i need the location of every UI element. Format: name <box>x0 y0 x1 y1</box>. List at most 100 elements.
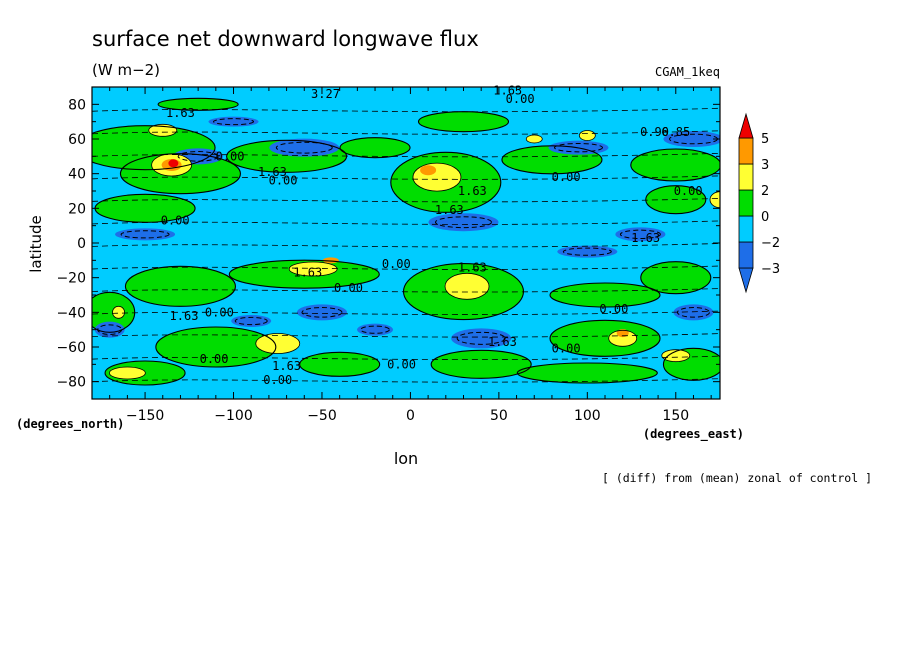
contour-label: 0.00 <box>506 92 535 106</box>
y-tick-label: −20 <box>56 271 86 287</box>
contour-line-solid <box>516 362 658 384</box>
colorbar-label: −2 <box>761 236 780 251</box>
contour-line-solid <box>525 134 543 144</box>
field-band-negative <box>208 116 259 127</box>
field-band-high <box>255 333 300 354</box>
contour-line-solid <box>640 261 712 295</box>
contour-line-solid <box>151 153 193 177</box>
x-tick-label: 150 <box>662 408 689 424</box>
contour-line-solid <box>412 162 462 192</box>
field-band-high <box>579 130 596 141</box>
plot-area <box>92 87 720 399</box>
contour-label: 0.00 <box>205 305 234 319</box>
field-band-positive <box>125 266 236 307</box>
y-axis-label: latitude <box>27 215 45 273</box>
field-band-positive <box>517 363 658 383</box>
contour-line-solid <box>549 319 661 357</box>
contour-line-dashed <box>92 288 720 293</box>
contour-label: 0.00 <box>387 357 416 371</box>
field-band-negative <box>673 304 714 321</box>
field-band-positive <box>340 137 411 158</box>
contour-label: 1.63 <box>458 184 487 198</box>
contour-line-dashed <box>213 118 255 126</box>
contour-line-solid <box>112 305 125 319</box>
colorbar-label: 3 <box>761 158 769 173</box>
contour-line-solid <box>339 137 411 159</box>
y-tick-label: −40 <box>56 305 86 321</box>
contour-labels: 3.27 1.630.001.630.000.001.630.001.631.63… <box>161 83 703 386</box>
field-band-positive <box>158 98 239 111</box>
field-band-high <box>289 262 338 276</box>
contour-line-solid <box>578 130 596 141</box>
contour-line-solid <box>92 125 216 171</box>
contour-line-solid <box>119 153 242 195</box>
contour-line-solid <box>608 329 638 347</box>
contour-line-solid <box>228 259 380 289</box>
contour-line-dashed <box>275 141 333 154</box>
contour-label: 1.63 <box>272 359 301 373</box>
field-band-higher <box>420 165 437 176</box>
contour-line-dashed <box>120 230 170 239</box>
contour-label: 1.63 <box>458 260 487 274</box>
contour-label: 6.85 <box>661 125 690 139</box>
y-tick-label: −80 <box>56 375 86 391</box>
y-tick-label: 80 <box>68 97 86 113</box>
contour-line-dashed <box>92 152 720 158</box>
field-band-higher <box>616 329 629 338</box>
contour-label: 1.63 <box>258 165 287 179</box>
field-band-negative <box>115 228 176 241</box>
colorbar-label: 5 <box>761 132 769 147</box>
contour-label: 3.27 <box>311 87 340 101</box>
x-tick-label: −100 <box>214 408 252 424</box>
contour-label: 0.00 <box>334 281 363 295</box>
field-band-high <box>109 367 146 379</box>
contour-line-dashed <box>92 310 720 315</box>
contour-line-dashed <box>92 265 720 270</box>
contour-line-solid <box>148 123 178 137</box>
colorbar-segment <box>738 241 754 269</box>
field-band-negative <box>231 315 272 327</box>
contour-line-solid <box>662 347 720 381</box>
field-band-negative <box>557 245 618 258</box>
contour-line-solid <box>630 148 720 182</box>
contour-label: 0.00 <box>382 257 411 271</box>
y-axis: −80 −60 −40 −20 0 20 40 60 80 <box>56 86 720 400</box>
contour-label: 0.00 <box>200 352 229 366</box>
chart-units: (W m−2) <box>92 61 160 79</box>
contour-label: 1.63 <box>488 335 517 349</box>
contour-line-dashed <box>92 355 720 361</box>
contour-line-dashed <box>234 316 268 326</box>
contour-label: 0.00 <box>263 373 292 387</box>
contour-line-dashed <box>92 107 720 113</box>
colorbar-arrow-high <box>738 112 754 139</box>
contour-label: 1.63 <box>435 203 464 217</box>
contour-line-dashed <box>92 130 720 135</box>
contour-line-dashed <box>562 247 612 256</box>
x-tick-label: 0 <box>406 408 415 424</box>
contour-line-dashed <box>92 243 720 248</box>
x-units-label: (degrees_east) <box>643 427 744 442</box>
contour-line-solid <box>155 326 277 368</box>
y-tick-label: 0 <box>77 236 86 252</box>
contour-label: 0.00 <box>161 213 190 227</box>
field-band-high <box>112 306 125 319</box>
contour-line-dashed <box>619 229 661 240</box>
footnote: [ (diff) from (mean) zonal of control ] <box>602 471 872 485</box>
field-band-negative <box>94 321 125 338</box>
x-tick-label: 50 <box>490 408 508 424</box>
contour-line-solid <box>299 351 381 377</box>
contour-line-solid <box>430 349 532 379</box>
field-band-positive <box>95 194 196 223</box>
y-tick-label: −60 <box>56 340 86 356</box>
contour-line-dashed <box>553 142 603 153</box>
contour-line-dashed <box>434 216 492 229</box>
colorbar-segment <box>738 163 754 191</box>
chart-title: surface net downward longwave flux <box>92 27 479 51</box>
contour-line-solid <box>124 265 237 307</box>
field-band-high <box>526 135 543 143</box>
field-band-positive <box>550 320 661 357</box>
contour-line-dashed <box>92 198 720 203</box>
contour-line-solid <box>661 349 691 363</box>
field-band-positive <box>550 283 661 307</box>
x-tick-label: 100 <box>574 408 601 424</box>
